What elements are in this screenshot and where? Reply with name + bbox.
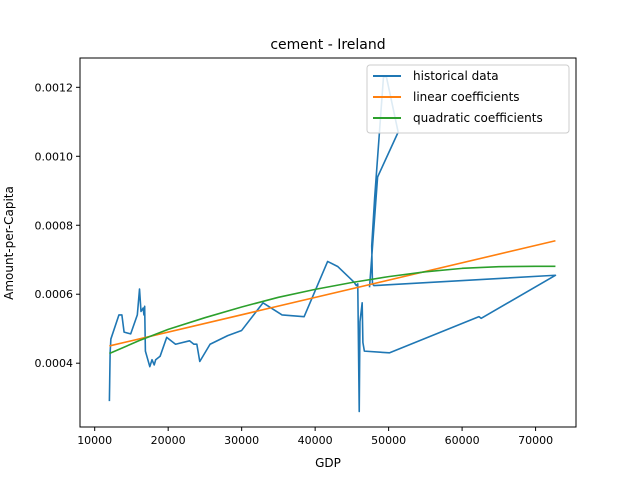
series-layer	[108, 76, 557, 413]
x-tick-label: 40000	[298, 434, 333, 447]
x-tick-label: 10000	[77, 434, 112, 447]
legend-box	[366, 64, 570, 134]
y-tick-label: 0.0004	[35, 357, 74, 370]
series-line-quadratic	[109, 265, 556, 355]
x-tick-label: 30000	[224, 434, 259, 447]
y-axis-label: Amount-per-Capita	[2, 186, 16, 300]
y-tick-label: 0.0012	[35, 81, 74, 94]
chart-title: cement - Ireland	[270, 37, 385, 53]
axes-frame	[79, 57, 577, 428]
x-tick-label: 60000	[445, 434, 480, 447]
legend-label-quadratic: quadratic coefficients	[413, 111, 543, 125]
x-tick-label: 20000	[151, 434, 186, 447]
y-axis-ticks: 0.0004 0.0006 0.0008 0.0010 0.0012	[35, 81, 80, 370]
legend: historical data linear coefficients quad…	[366, 64, 570, 134]
y-tick-label: 0.0008	[35, 219, 74, 232]
series-line-linear	[109, 240, 556, 347]
x-tick-label: 50000	[371, 434, 406, 447]
series-line-historical	[108, 76, 557, 413]
legend-label-historical: historical data	[413, 69, 499, 83]
y-tick-label: 0.0006	[35, 288, 74, 301]
x-axis-ticks: 10000 20000 30000 40000 50000 60000 70000	[77, 427, 553, 447]
x-tick-label: 70000	[518, 434, 553, 447]
x-axis-label: GDP	[315, 456, 341, 470]
y-tick-label: 0.0010	[35, 150, 74, 163]
legend-label-linear: linear coefficients	[413, 90, 520, 104]
